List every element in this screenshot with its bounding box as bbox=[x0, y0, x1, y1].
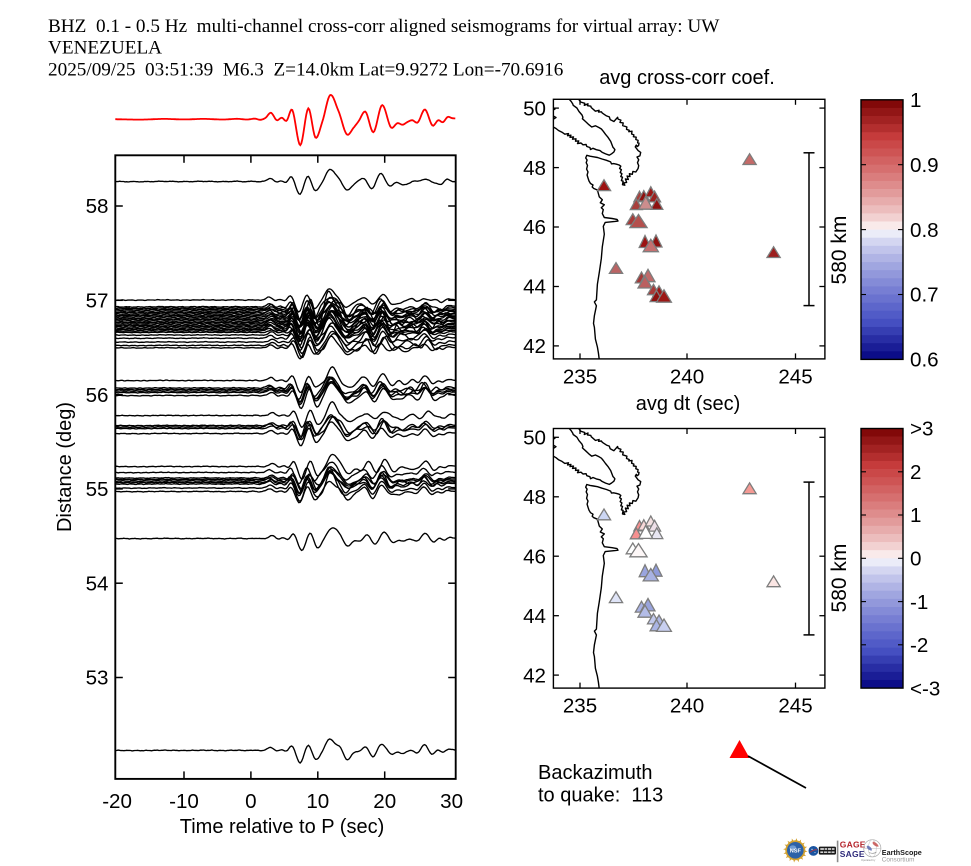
svg-text:53: 53 bbox=[86, 667, 109, 690]
svg-text:42: 42 bbox=[523, 335, 546, 358]
svg-text:avg dt (sec): avg dt (sec) bbox=[636, 393, 740, 415]
svg-text:46: 46 bbox=[523, 545, 546, 568]
svg-text:2: 2 bbox=[910, 461, 921, 484]
svg-text:48: 48 bbox=[523, 157, 546, 180]
svg-text:44: 44 bbox=[523, 605, 546, 628]
svg-text:20: 20 bbox=[373, 790, 396, 813]
svg-text:0.8: 0.8 bbox=[910, 219, 939, 242]
svg-text:Backazimuth: Backazimuth bbox=[538, 762, 653, 784]
svg-text:VENEZUELA: VENEZUELA bbox=[48, 38, 162, 59]
svg-text:44: 44 bbox=[523, 276, 546, 299]
svg-text:SAGE: SAGE bbox=[840, 849, 865, 859]
svg-text:235: 235 bbox=[563, 365, 597, 388]
svg-text:580 km: 580 km bbox=[828, 544, 851, 613]
svg-text:Distance (deg): Distance (deg) bbox=[54, 402, 76, 532]
svg-text:55: 55 bbox=[86, 478, 109, 501]
svg-text:580 km: 580 km bbox=[828, 216, 851, 285]
svg-text:240: 240 bbox=[670, 695, 704, 718]
svg-text:245: 245 bbox=[778, 695, 812, 718]
svg-text:235: 235 bbox=[563, 695, 597, 718]
svg-text:0.7: 0.7 bbox=[910, 284, 939, 307]
svg-text:240: 240 bbox=[670, 365, 704, 388]
svg-text:50: 50 bbox=[523, 427, 546, 450]
svg-text:42: 42 bbox=[523, 664, 546, 687]
svg-text:54: 54 bbox=[86, 572, 109, 595]
svg-text:-1: -1 bbox=[910, 591, 928, 614]
svg-text:30: 30 bbox=[440, 790, 463, 813]
svg-text:1: 1 bbox=[910, 89, 921, 112]
svg-text:>3: >3 bbox=[910, 418, 933, 441]
svg-text:Consortium: Consortium bbox=[882, 857, 915, 864]
svg-text:NSF: NSF bbox=[790, 849, 802, 855]
svg-text:56: 56 bbox=[86, 384, 109, 407]
svg-text:GAGE: GAGE bbox=[840, 840, 866, 850]
svg-text:57: 57 bbox=[86, 290, 109, 313]
svg-text:0: 0 bbox=[910, 548, 921, 571]
svg-text:50: 50 bbox=[523, 97, 546, 120]
svg-text:0: 0 bbox=[245, 790, 256, 813]
svg-text:1: 1 bbox=[910, 504, 921, 527]
svg-text:245: 245 bbox=[778, 365, 812, 388]
svg-text:to quake: 113: to quake: 113 bbox=[538, 785, 663, 807]
svg-text:58: 58 bbox=[86, 195, 109, 218]
svg-text:10: 10 bbox=[306, 790, 329, 813]
svg-text:-10: -10 bbox=[169, 790, 199, 813]
svg-text:-2: -2 bbox=[910, 634, 928, 657]
svg-text:-20: -20 bbox=[102, 790, 132, 813]
svg-text:avg cross-corr coef.: avg cross-corr coef. bbox=[599, 67, 775, 89]
svg-text:0.6: 0.6 bbox=[910, 349, 939, 372]
svg-text:BHZ 0.1 - 0.5 Hz multi-chann: BHZ 0.1 - 0.5 Hz multi-channel cross-cor… bbox=[48, 16, 720, 37]
svg-text:Time relative to P (sec): Time relative to P (sec) bbox=[180, 816, 385, 838]
svg-text:EarthScope: EarthScope bbox=[882, 848, 922, 857]
svg-text:Operated by: Operated by bbox=[861, 858, 876, 862]
svg-text:48: 48 bbox=[523, 486, 546, 509]
svg-text:2025/09/25 03:51:39 M6.3 Z=: 2025/09/25 03:51:39 M6.3 Z=14.0km Lat=9.… bbox=[48, 59, 564, 80]
svg-text:46: 46 bbox=[523, 216, 546, 239]
svg-text:<-3: <-3 bbox=[910, 677, 940, 700]
svg-text:0.9: 0.9 bbox=[910, 154, 939, 177]
